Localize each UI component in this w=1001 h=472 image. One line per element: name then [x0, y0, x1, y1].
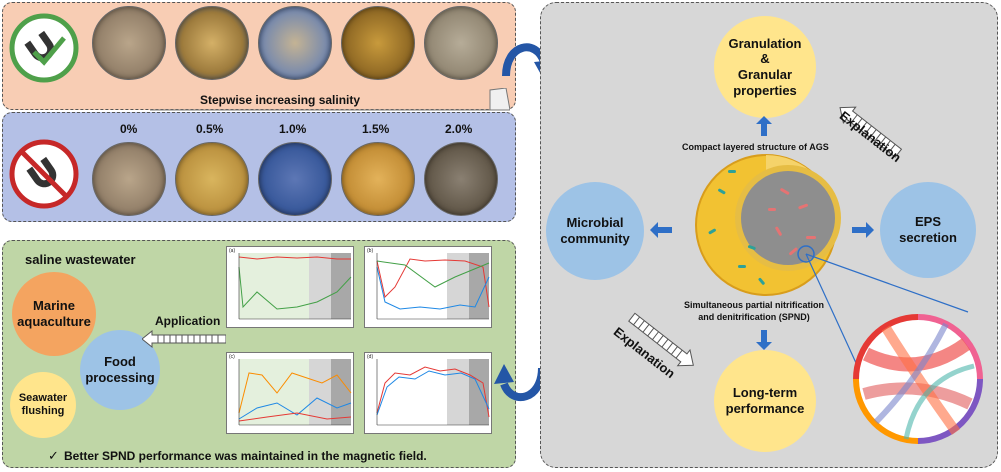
- granulation-circle: Granulation & Granular properties: [714, 16, 816, 118]
- mini-chart-b-tag: (b): [367, 248, 374, 254]
- salinity-label: Stepwise increasing salinity: [200, 93, 361, 107]
- spnd-label: Simultaneous partial nitrification and d…: [684, 300, 825, 322]
- granule-dish-control-2: [258, 142, 332, 216]
- granule-dish-magnet-0: [92, 6, 166, 80]
- microbial-community-circle: Microbial community: [546, 182, 644, 280]
- mini-chart-a: (a): [226, 246, 354, 328]
- granule-dish-control-1: [175, 142, 249, 216]
- arrow-up-icon: [756, 116, 772, 136]
- seawater-flushing-circle: Seawater flushing: [10, 372, 76, 438]
- marine-aquaculture-circle: Marine aquaculture: [12, 272, 96, 356]
- application-arrow: [141, 329, 227, 349]
- application-label: Application: [155, 314, 221, 328]
- salinity-wedge: [150, 87, 511, 112]
- mini-chart-d: (d): [364, 352, 492, 434]
- granule-dish-control-4: [424, 142, 498, 216]
- granule-dish-control-0: [92, 142, 166, 216]
- mini-chart-d-tag: (d): [367, 354, 374, 360]
- compact-structure-label: Compact layered structure of AGS: [682, 142, 829, 152]
- granule-dish-magnet-3: [341, 6, 415, 80]
- salinity-4: 2.0%: [445, 122, 473, 136]
- mini-chart-a-tag: (a): [229, 248, 236, 254]
- salinity-3: 1.5%: [362, 122, 390, 136]
- eps-secretion-circle: EPS secretion: [880, 182, 976, 278]
- mini-chart-c-tag: (c): [229, 354, 235, 360]
- granule-dish-control-3: [341, 142, 415, 216]
- explanation-arrow-top: [830, 96, 910, 166]
- granule-dish-magnet-1: [175, 6, 249, 80]
- saline-wastewater-title: saline wastewater: [25, 252, 136, 267]
- conclusion-check-icon: ✓: [48, 448, 59, 463]
- zoom-lines: [800, 248, 980, 398]
- granule-dish-magnet-4: [424, 6, 498, 80]
- conclusion-text: Better SPND performance was maintained i…: [64, 449, 427, 463]
- chord-diagram: [846, 304, 990, 454]
- magnet-check-icon: [8, 12, 80, 84]
- arrow-down-icon: [756, 330, 772, 350]
- magnet-prohibited-icon: [8, 138, 80, 210]
- explanation-arrow-bottom: [618, 300, 704, 380]
- mini-chart-b: (b): [364, 246, 492, 328]
- granule-dish-magnet-2: [258, 6, 332, 80]
- salinity-2: 1.0%: [279, 122, 307, 136]
- salinity-1: 0.5%: [196, 122, 224, 136]
- salinity-0: 0%: [120, 122, 138, 136]
- granule-sphere-illustration: [688, 150, 844, 300]
- mini-chart-c: (c): [226, 352, 354, 434]
- long-term-performance-circle: Long-term performance: [714, 350, 816, 452]
- arrow-right-icon: [852, 222, 874, 238]
- arrow-left-icon: [650, 222, 672, 238]
